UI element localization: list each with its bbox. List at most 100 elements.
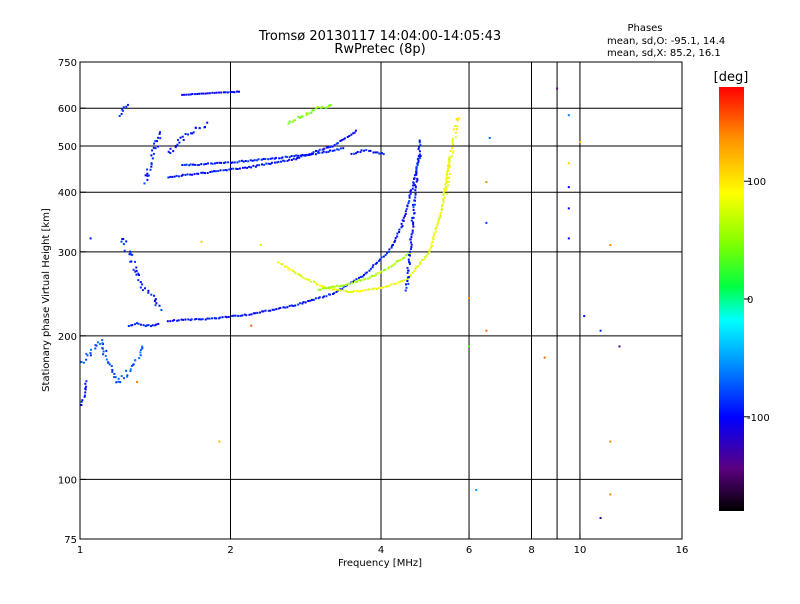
data-point [456, 119, 459, 122]
data-point [259, 311, 261, 314]
data-point [488, 136, 491, 139]
data-point [397, 281, 400, 284]
data-point [298, 156, 301, 159]
data-point [399, 258, 402, 261]
data-point [245, 314, 248, 317]
data-point [301, 115, 304, 118]
data-point [102, 353, 105, 356]
data-point [371, 274, 374, 277]
data-point [135, 269, 138, 272]
data-point [325, 295, 328, 298]
data-point [108, 363, 111, 366]
data-point [300, 115, 303, 118]
data-point [187, 93, 190, 96]
data-point [434, 230, 437, 233]
data-point [406, 204, 409, 207]
data-point [288, 158, 291, 161]
data-point [117, 380, 120, 383]
data-point [273, 157, 276, 160]
data-point [417, 159, 420, 162]
data-point [451, 147, 454, 150]
data-point [400, 222, 403, 225]
colorbar-tick-label: 100 [747, 177, 766, 188]
data-point [242, 160, 245, 163]
data-point [243, 313, 246, 316]
data-point [335, 290, 338, 293]
data-point [428, 248, 431, 251]
data-point [330, 286, 333, 289]
data-point [286, 159, 289, 162]
data-point [406, 272, 409, 274]
data-point [468, 297, 470, 299]
data-point [333, 288, 336, 291]
data-point [105, 349, 108, 352]
data-point [311, 152, 314, 155]
data-point [406, 266, 409, 269]
data-point [269, 163, 272, 165]
data-point [189, 173, 192, 176]
x-axis-label: Frequency [MHz] [338, 558, 422, 569]
data-point [346, 283, 349, 286]
data-point [101, 347, 104, 350]
data-point [448, 165, 451, 168]
data-point [299, 154, 302, 157]
data-point [147, 324, 150, 327]
data-point [418, 157, 421, 160]
data-point [579, 140, 581, 143]
data-point [371, 288, 374, 291]
data-point [403, 256, 406, 259]
data-point [394, 237, 397, 240]
data-point [348, 290, 351, 293]
data-point [403, 279, 406, 282]
data-point [364, 289, 367, 292]
data-point [180, 318, 183, 321]
data-point [377, 287, 380, 289]
data-point [282, 159, 285, 162]
data-point [288, 120, 291, 123]
data-point [179, 136, 182, 139]
data-point [169, 152, 172, 154]
data-point [287, 267, 290, 270]
data-point [264, 309, 267, 312]
y-tick-label: 75 [64, 535, 77, 546]
data-point [315, 107, 318, 110]
data-point [234, 314, 237, 317]
data-point [452, 150, 455, 153]
data-point [447, 161, 450, 164]
data-point [241, 314, 244, 317]
data-point [410, 248, 412, 251]
data-point [279, 306, 282, 309]
data-point [583, 315, 586, 318]
data-point [269, 309, 272, 312]
data-point [417, 148, 420, 151]
data-point [388, 266, 390, 269]
data-point [452, 142, 454, 145]
data-point [338, 288, 341, 291]
data-point [416, 162, 419, 165]
data-point [141, 283, 144, 286]
data-point [131, 324, 134, 327]
data-point [191, 173, 194, 176]
data-point [405, 286, 408, 289]
data-point [155, 323, 158, 326]
data-point [445, 189, 448, 191]
data-point [435, 226, 438, 229]
data-point [390, 265, 393, 268]
data-point [618, 345, 621, 348]
data-point [125, 105, 128, 108]
data-point [184, 318, 187, 321]
data-point [236, 161, 239, 164]
data-point [271, 157, 274, 160]
data-point [327, 150, 330, 153]
data-point [446, 170, 449, 172]
data-point [189, 163, 192, 166]
data-point [206, 172, 209, 174]
data-point [412, 181, 415, 184]
data-point [394, 262, 396, 265]
data-point [364, 277, 367, 280]
data-point [369, 276, 372, 279]
data-point [415, 266, 418, 269]
data-point [328, 104, 330, 107]
data-point [374, 262, 377, 265]
data-point [232, 314, 235, 317]
